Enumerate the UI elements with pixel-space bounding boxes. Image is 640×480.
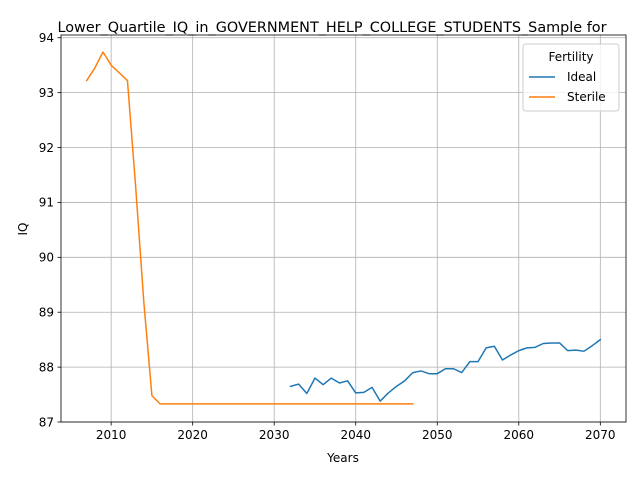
x-tick-label: 2040 (340, 428, 371, 442)
x-tick-label: 2020 (177, 428, 208, 442)
legend: Fertility Ideal Sterile (522, 43, 620, 112)
series-line-ideal (289, 338, 602, 402)
y-tick-label: 91 (39, 196, 54, 210)
legend-title: Fertility (548, 50, 593, 64)
y-tick-label: 94 (39, 31, 54, 45)
y-tick-label: 87 (39, 415, 54, 429)
legend-box (522, 43, 620, 112)
x-tick-label: 2030 (259, 428, 290, 442)
chart-title: Lower_Quartile_IQ_in_GOVERNMENT_HELP_COL… (57, 20, 606, 36)
x-tick-label: 2050 (422, 428, 453, 442)
x-axis: 2010 2020 2030 2040 2050 2060 2070 (96, 422, 616, 442)
y-tick-label: 93 (39, 86, 54, 100)
series-lines (85, 51, 602, 405)
plot-frame (60, 34, 627, 423)
x-tick-label: 2070 (585, 428, 616, 442)
y-axis-label: IQ (16, 223, 30, 236)
y-tick-label: 89 (39, 306, 54, 320)
x-tick-label: 2010 (96, 428, 127, 442)
legend-label-ideal: Ideal (567, 70, 596, 84)
y-tick-label: 90 (39, 251, 54, 265)
x-axis-label: Years (326, 451, 359, 465)
series-line-sterile (85, 51, 414, 405)
y-tick-label: 92 (39, 141, 54, 155)
y-tick-label: 88 (39, 360, 54, 374)
y-axis: 87 88 89 90 91 92 93 94 (39, 31, 61, 429)
legend-label-sterile: Sterile (567, 90, 606, 104)
x-tick-label: 2060 (504, 428, 535, 442)
